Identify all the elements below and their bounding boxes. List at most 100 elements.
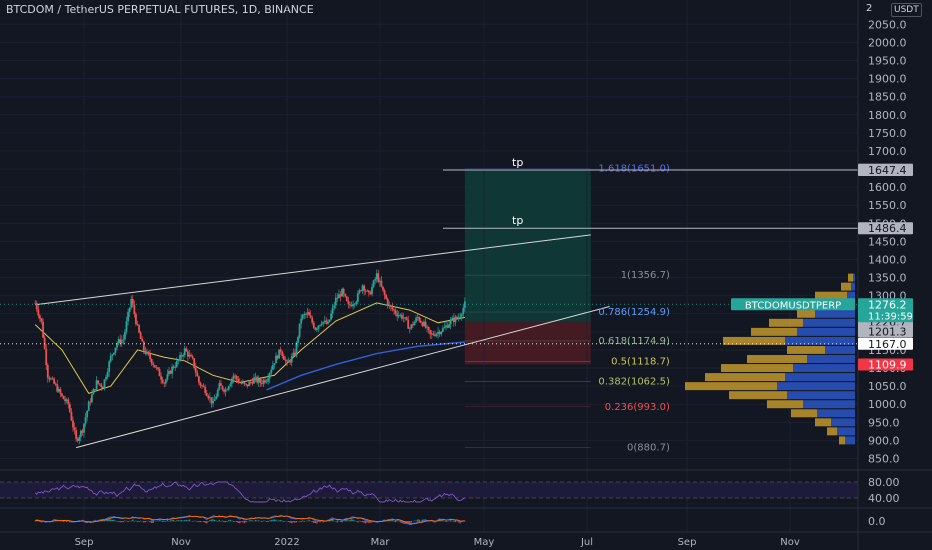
candle-body <box>160 376 163 380</box>
price-tag-text: 1167.0 <box>868 338 907 351</box>
y-tick-label: 850.0 <box>868 453 900 466</box>
candle-body <box>330 313 332 320</box>
rsi-tick-label: 40.00 <box>868 492 900 505</box>
candle-body <box>389 305 392 307</box>
candle-body <box>238 382 241 384</box>
candle-body <box>355 301 358 304</box>
candle-body <box>426 326 428 328</box>
candle-body <box>175 360 178 367</box>
macd-tick-label: 0.0 <box>868 515 886 528</box>
candle-body <box>39 315 41 319</box>
candle-body <box>202 385 205 387</box>
currency-button[interactable]: USDT <box>891 3 922 17</box>
ma-yellow-line <box>34 302 465 394</box>
candle-body <box>454 316 457 323</box>
candle-body <box>402 317 405 319</box>
candle-body <box>135 314 137 324</box>
macd-hist-bar <box>158 520 161 522</box>
channel-line <box>35 234 591 306</box>
candle-body <box>212 401 214 404</box>
candle-body <box>413 321 416 326</box>
macd-hist-bar <box>245 521 247 523</box>
macd-hist-bar <box>314 521 317 524</box>
y-tick-label: 1600.0 <box>868 181 907 194</box>
candle-body <box>273 363 276 366</box>
candle-body <box>97 380 100 384</box>
candle-body <box>62 395 65 400</box>
macd-hist-bar <box>165 521 167 522</box>
candle-body <box>136 323 139 326</box>
y-tick-label: 2000.0 <box>868 36 907 49</box>
macd-hist-bar <box>228 520 230 522</box>
loss-zone <box>464 322 591 365</box>
candle-body <box>78 436 81 441</box>
symbol-chip-text: BTCDOMUSDTPERP <box>745 300 841 311</box>
fib-label: 0.236(993.0) <box>605 402 670 413</box>
candle-body <box>404 317 406 319</box>
candle-body <box>48 377 51 380</box>
macd-hist-bar <box>267 521 269 523</box>
candle-body <box>309 315 312 318</box>
candle-body <box>218 383 221 390</box>
y-tick-label: 1400.0 <box>868 253 907 266</box>
candle-body <box>117 339 120 344</box>
candle-body <box>164 379 167 384</box>
macd-hist-bar <box>292 521 295 523</box>
macd-hist-bar <box>338 520 340 522</box>
x-tick-label: May <box>474 537 495 548</box>
volume-bar-down <box>815 309 855 318</box>
candle-body <box>334 297 337 306</box>
candle-body <box>320 323 323 325</box>
candle-body <box>344 293 347 297</box>
candle-body <box>308 312 310 316</box>
volume-bar-up <box>769 318 803 327</box>
channel-lines <box>35 234 610 449</box>
candle-body <box>73 427 76 431</box>
macd-hist-bar <box>350 519 353 522</box>
macd-hist-bar <box>317 521 320 522</box>
candle-body <box>356 293 359 302</box>
candle-body <box>72 420 74 428</box>
candle-body <box>201 385 203 387</box>
macd-hist-bar <box>316 521 318 524</box>
macd-hist-bar <box>270 519 272 522</box>
macd-hist-bar <box>53 519 55 522</box>
y-tick-label: 1000.0 <box>868 398 907 411</box>
candle-body <box>385 295 388 299</box>
candle-body <box>268 373 271 379</box>
y-tick-label: 1450.0 <box>868 235 907 248</box>
candle-body <box>57 389 60 392</box>
candle-body <box>53 378 55 384</box>
candle-body <box>424 321 427 328</box>
candle-body <box>438 331 441 335</box>
macd-hist-bar <box>179 520 181 522</box>
macd-hist-bar <box>117 521 120 522</box>
candle-body <box>42 321 44 338</box>
candle-body <box>295 342 298 356</box>
moving-averages <box>34 302 465 394</box>
volume-bar-down <box>803 318 855 327</box>
candle-body <box>216 389 219 397</box>
macd-hist-bar <box>368 521 370 524</box>
candles <box>34 269 466 445</box>
candle-body <box>408 328 411 330</box>
macd-hist-bar <box>339 521 342 522</box>
fib-label: 0.5(1118.7) <box>611 356 670 367</box>
candle-body <box>289 361 292 363</box>
candle-body <box>276 355 279 359</box>
macd-hist-bar <box>344 519 346 522</box>
macd-hist-bar <box>119 521 121 523</box>
macd-hist-bar <box>182 520 184 522</box>
macd-hist-bar <box>231 520 233 522</box>
chart-title: BTCDOM / TetherUS PERPETUAL FUTURES, 1D,… <box>6 3 314 16</box>
candle-body <box>186 351 189 357</box>
candle-body <box>341 288 343 297</box>
macd-hist-bar <box>56 520 58 522</box>
candle-body <box>191 356 194 359</box>
macd-hist-bar <box>440 520 442 522</box>
candle-body <box>34 302 37 304</box>
macd-hist-bar <box>264 520 266 522</box>
candle-body <box>301 314 304 319</box>
macd-hist-bar <box>287 521 290 522</box>
